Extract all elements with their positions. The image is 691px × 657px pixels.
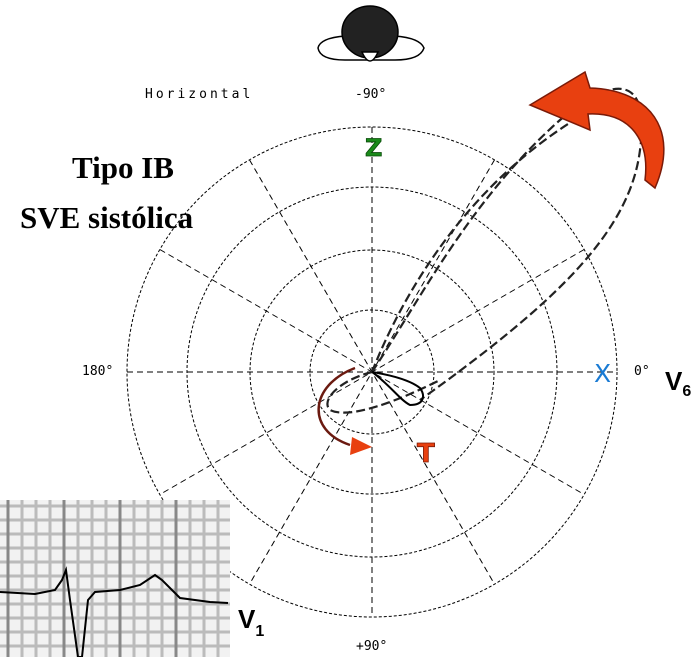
- title-line-2: SVE sistólica: [20, 200, 194, 235]
- lead-v6: V6: [665, 366, 691, 400]
- t-label: T: [417, 439, 435, 469]
- lead-letter: V: [238, 604, 256, 634]
- z-axis-label: Z: [365, 134, 382, 162]
- plane-label: Horizontal: [145, 87, 253, 102]
- lead-subscript: 1: [255, 623, 264, 640]
- title-line-1: Tipo IB: [72, 150, 174, 185]
- head-icon: [318, 6, 424, 61]
- lead-v1: V1: [238, 604, 264, 640]
- ecg-strip: [0, 500, 230, 657]
- angle-left: 180°: [82, 364, 113, 379]
- x-axis-label: X: [594, 359, 611, 388]
- lead-subscript: 6: [682, 383, 691, 400]
- angle-top: -90°: [355, 87, 386, 102]
- angle-bottom: +90°: [356, 639, 387, 654]
- lead-letter: V: [665, 366, 683, 396]
- rotation-arrowhead: [350, 437, 372, 455]
- angle-right: 0°: [634, 364, 650, 379]
- vectorcardiogram: Horizontal -90° 180° 0° +90° Z X T Tipo …: [0, 0, 691, 657]
